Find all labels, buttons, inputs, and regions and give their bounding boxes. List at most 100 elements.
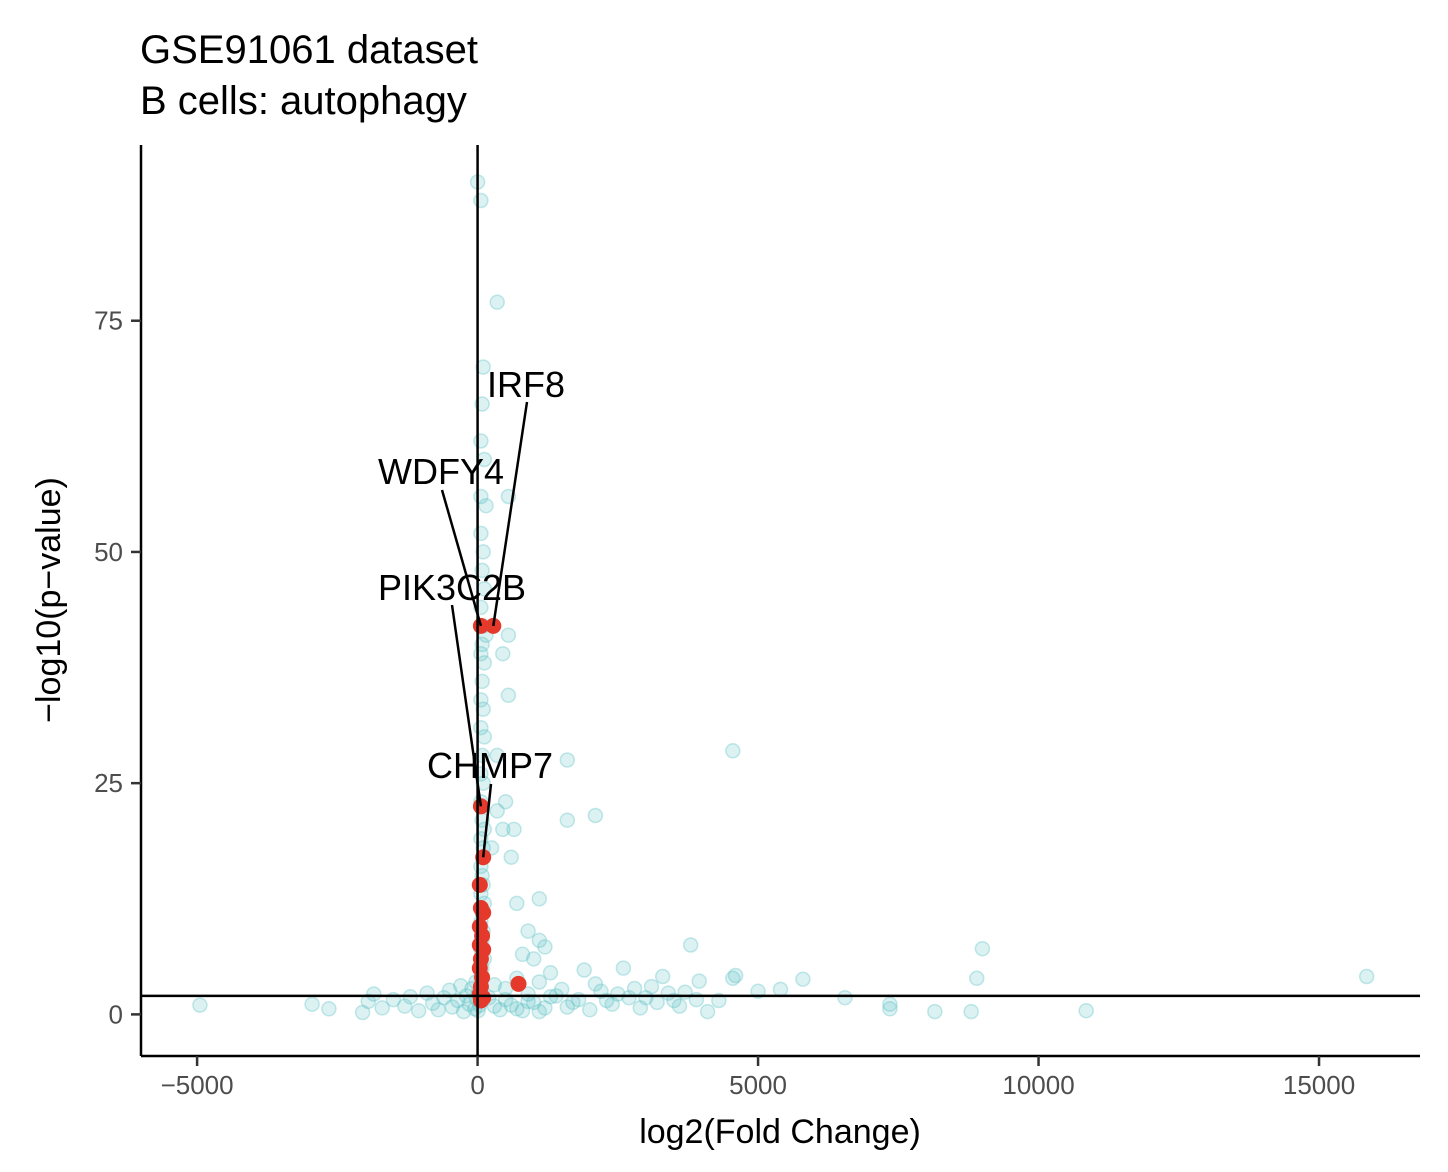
data-point xyxy=(531,974,548,990)
data-point xyxy=(795,971,811,987)
data-point xyxy=(503,849,519,865)
data-point xyxy=(537,1000,553,1016)
data-point xyxy=(520,923,536,939)
data-point xyxy=(509,1001,525,1017)
data-point xyxy=(453,977,469,994)
gene-label: IRF8 xyxy=(487,364,565,405)
data-point xyxy=(576,962,592,978)
data-point xyxy=(473,525,489,542)
data-point xyxy=(654,968,671,985)
data-point xyxy=(525,951,542,967)
data-point xyxy=(478,497,494,514)
data-point xyxy=(537,939,553,955)
data-point xyxy=(509,895,525,912)
data-point xyxy=(495,821,511,838)
data-point xyxy=(520,986,536,1002)
data-point xyxy=(489,803,505,819)
data-point xyxy=(837,989,853,1006)
data-point xyxy=(455,1003,472,1020)
x-tick-label: 10000 xyxy=(1002,1070,1074,1100)
data-point xyxy=(441,982,458,999)
y-tick-label: 25 xyxy=(94,768,123,798)
data-point xyxy=(506,821,522,838)
data-point xyxy=(520,993,536,1010)
data-point xyxy=(632,1000,649,1016)
x-tick-label: 5000 xyxy=(729,1070,787,1100)
data-point xyxy=(660,985,677,1001)
data-point xyxy=(772,981,789,998)
data-point xyxy=(882,1001,898,1017)
data-point xyxy=(691,973,707,989)
data-point xyxy=(492,1002,508,1018)
gene-label-connector xyxy=(481,783,493,858)
data-point xyxy=(476,729,493,745)
data-point xyxy=(489,747,505,764)
data-point xyxy=(475,701,491,717)
data-point xyxy=(727,967,744,984)
data-point xyxy=(430,1002,447,1018)
data-point xyxy=(927,1003,943,1020)
data-point xyxy=(882,996,898,1012)
data-point xyxy=(514,1002,531,1019)
data-point xyxy=(476,655,493,671)
data-point xyxy=(531,891,548,907)
y-axis-title: −log10(p−value) xyxy=(30,477,68,723)
highlighted-point xyxy=(475,904,492,921)
data-point xyxy=(559,752,576,768)
gene-label: WDFY4 xyxy=(378,451,504,492)
data-point xyxy=(969,970,985,987)
data-point xyxy=(436,989,452,1006)
x-tick-label: 15000 xyxy=(1283,1070,1355,1100)
y-tick-label: 75 xyxy=(94,306,123,336)
data-point xyxy=(963,1003,979,1020)
reference-lines xyxy=(141,145,1420,1056)
points-layer xyxy=(192,174,1375,1021)
data-point xyxy=(360,993,376,1010)
data-point xyxy=(615,960,632,976)
data-point xyxy=(444,999,461,1015)
x-tick-label: 0 xyxy=(470,1070,484,1100)
gene-label-connector xyxy=(492,401,529,627)
gene-label: PIK3C2B xyxy=(378,567,526,608)
data-point xyxy=(542,965,559,981)
data-point xyxy=(500,687,517,704)
data-point xyxy=(531,1003,548,1020)
data-point xyxy=(671,998,688,1014)
chart-subtitle: B cells: autophagy xyxy=(140,79,467,123)
data-point xyxy=(321,1001,337,1017)
data-point xyxy=(587,976,604,992)
data-point xyxy=(604,996,620,1012)
data-point xyxy=(410,1002,427,1019)
data-point xyxy=(503,997,519,1013)
data-point xyxy=(473,433,489,449)
data-point xyxy=(587,807,604,824)
x-tick-label: −5000 xyxy=(161,1070,234,1100)
y-tick-label: 0 xyxy=(109,999,123,1029)
data-point xyxy=(1078,1002,1094,1019)
data-point xyxy=(486,998,503,1014)
gene-labels: IRF8 WDFY4 PIK3C2B CHMP7 xyxy=(378,364,565,858)
data-point xyxy=(354,1004,371,1021)
data-point xyxy=(475,775,491,791)
gene-label: CHMP7 xyxy=(427,745,553,786)
data-point xyxy=(643,978,660,995)
data-point xyxy=(974,940,991,957)
data-point xyxy=(725,970,741,987)
data-point xyxy=(500,627,517,643)
data-point xyxy=(396,998,413,1014)
gene-label-connector xyxy=(450,604,483,807)
data-point xyxy=(699,1003,716,1020)
x-axis-ticks: −5000 0 5000 10000 15000 xyxy=(161,1056,1355,1100)
chart-title: GSE91061 dataset xyxy=(140,28,478,72)
data-point xyxy=(531,932,548,949)
data-point xyxy=(304,996,320,1012)
data-point xyxy=(366,986,382,1002)
data-point xyxy=(514,946,531,963)
data-point xyxy=(473,192,489,209)
data-point xyxy=(497,793,514,810)
data-point xyxy=(610,986,626,1002)
data-point xyxy=(638,989,654,1006)
data-point xyxy=(475,544,491,560)
data-point xyxy=(1358,968,1375,985)
